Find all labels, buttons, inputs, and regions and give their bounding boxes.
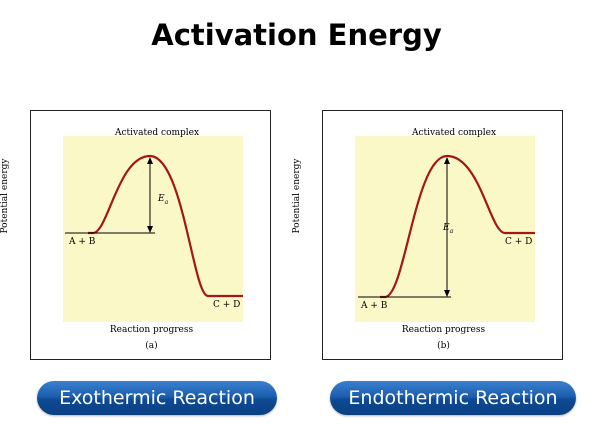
activated-complex-label: Activated complex	[412, 128, 497, 138]
products-label: C + D	[505, 237, 533, 247]
y-axis-label: Potential energy	[0, 158, 10, 234]
panel-sublabel: (b)	[437, 341, 450, 351]
ea-label: Ea	[158, 194, 169, 206]
energy-curve	[88, 154, 243, 298]
activated-complex-label: Activated complex	[115, 128, 200, 138]
ea-arrow-head-bottom	[444, 290, 450, 297]
page-title: Activation Energy	[151, 18, 442, 52]
ea-arrow-head-top	[444, 157, 450, 164]
x-axis-label: Reaction progress	[109, 325, 194, 335]
ea-arrow-head-bottom	[147, 226, 153, 233]
ea-label: Ea	[443, 223, 454, 235]
plot-area: Activated complex Ea A + B C + D	[355, 128, 535, 322]
products-label: C + D	[213, 300, 241, 310]
exothermic-reaction-button[interactable]: Exothermic Reaction	[37, 381, 277, 415]
endothermic-reaction-button[interactable]: Endothermic Reaction	[330, 381, 576, 415]
exothermic-diagram: Potential energy Activated complex Ea A …	[0, 110, 271, 360]
energy-curve-svg	[358, 154, 535, 299]
y-axis-label: Potential energy	[292, 158, 302, 234]
ea-arrow-head-top	[147, 157, 153, 164]
reactants-label: A + B	[361, 301, 388, 311]
reactants-label: A + B	[69, 237, 96, 247]
energy-curve	[380, 154, 535, 299]
plot-area: Activated complex Ea A + B C + D	[63, 128, 243, 322]
endothermic-diagram: Potential energy Activated complex Ea A …	[292, 110, 563, 360]
panel-sublabel: (a)	[145, 341, 158, 351]
x-axis-label: Reaction progress	[401, 325, 486, 335]
energy-curve-svg	[65, 154, 243, 298]
